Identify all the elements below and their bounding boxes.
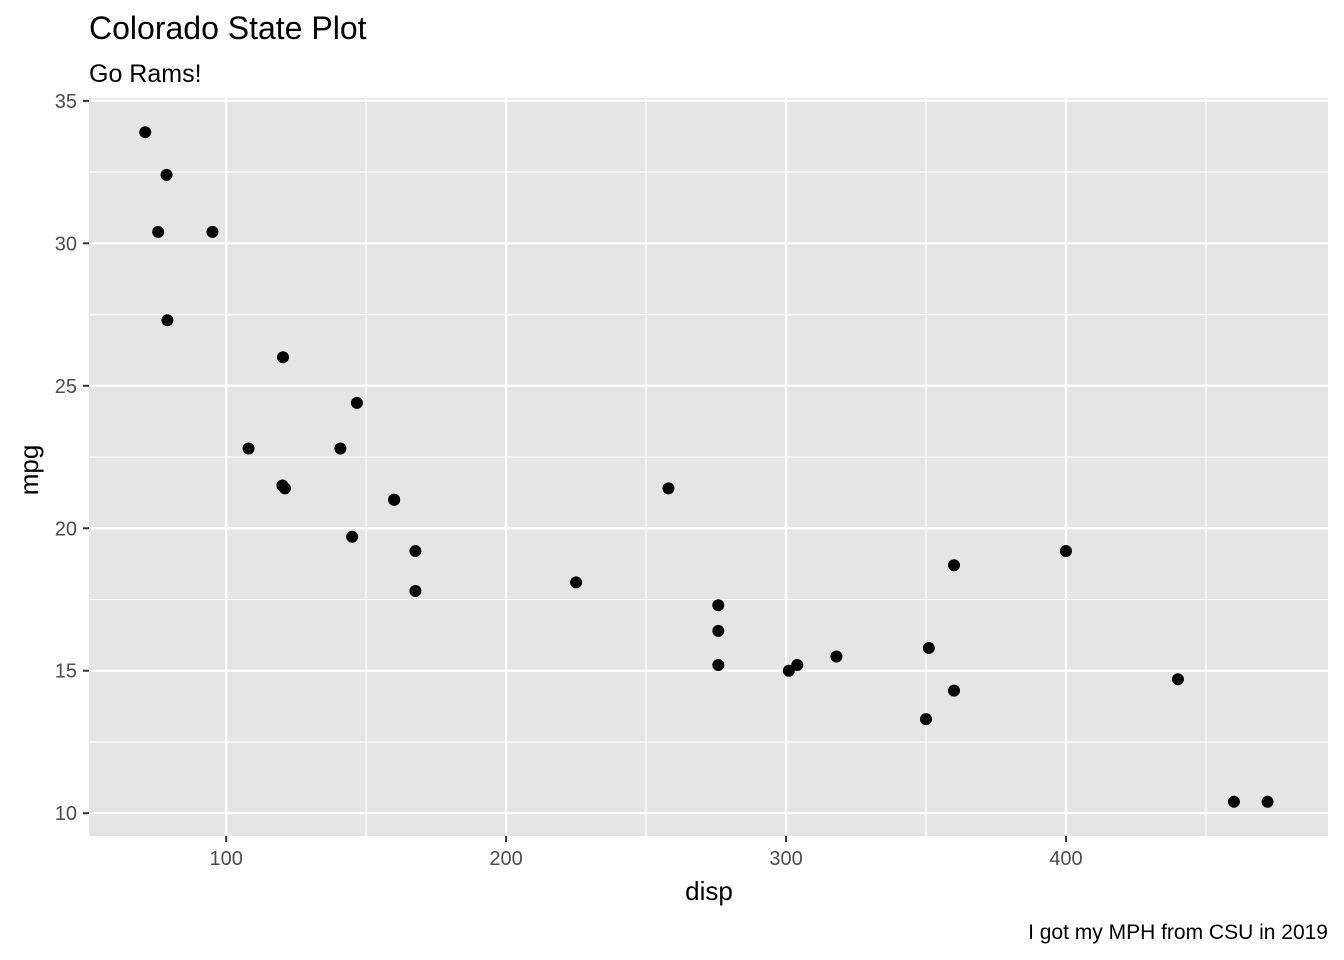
x-tick-label: 300 (769, 848, 802, 870)
minor-gridlines (89, 98, 1328, 836)
data-point (409, 545, 422, 558)
data-point (350, 396, 363, 409)
axis-ticks: 100 200 300 400 10 15 20 25 30 35 (55, 91, 1083, 870)
data-point (922, 641, 935, 654)
data-point (712, 659, 725, 672)
y-tick-label: 35 (55, 91, 77, 113)
data-point (570, 576, 583, 589)
data-point (278, 482, 291, 495)
x-axis-title: disp (685, 876, 733, 906)
data-point (139, 126, 152, 139)
major-gridlines (89, 98, 1328, 836)
data-point (206, 225, 219, 238)
data-point (1227, 795, 1240, 808)
data-point (161, 314, 174, 327)
y-tick-label: 10 (55, 803, 77, 825)
chart-subtitle: Go Rams! (89, 60, 202, 88)
data-point (242, 442, 255, 455)
data-point (160, 168, 173, 181)
y-tick-label: 20 (55, 518, 77, 540)
x-tick-label: 100 (209, 848, 242, 870)
x-tick-label: 200 (489, 848, 522, 870)
y-tick-label: 30 (55, 233, 77, 255)
data-point (388, 493, 401, 506)
data-point (409, 584, 422, 597)
data-point (1059, 545, 1072, 558)
data-point (712, 599, 725, 612)
data-point (782, 664, 795, 677)
data-point (830, 650, 843, 663)
y-tick-label: 25 (55, 376, 77, 398)
x-tick-label: 400 (1049, 848, 1082, 870)
data-point (712, 624, 725, 637)
data-point (791, 659, 804, 672)
data-point (1171, 673, 1184, 686)
chart-caption: I got my MPH from CSU in 2019 (1028, 921, 1328, 944)
y-tick-label: 15 (55, 661, 77, 683)
data-point (276, 351, 289, 364)
data-point (948, 559, 961, 572)
data-points (139, 126, 1274, 808)
chart-title: Colorado State Plot (89, 10, 367, 46)
data-point (948, 684, 961, 697)
data-point (920, 713, 933, 726)
data-point (334, 442, 347, 455)
y-axis-title: mpg (14, 445, 44, 496)
data-point (152, 225, 165, 238)
plot-panel (89, 98, 1328, 836)
data-point (346, 530, 359, 543)
data-point (1261, 795, 1274, 808)
data-point (662, 482, 675, 495)
